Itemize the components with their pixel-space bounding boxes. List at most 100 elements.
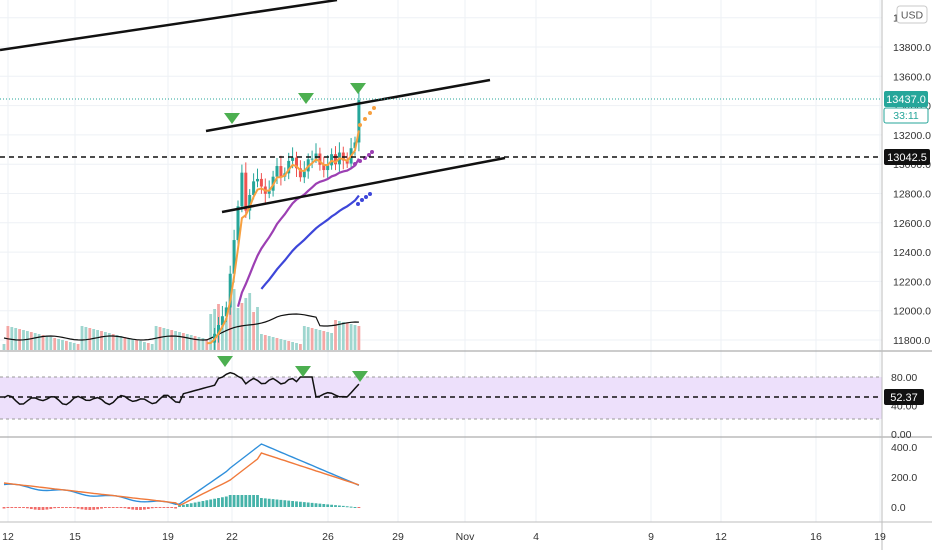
volume-bar [119,336,123,350]
time-tick-label: 19 [874,531,886,543]
price-tick-label: 12000.0 [893,306,931,318]
macd-histogram [2,495,361,510]
projection-dot [356,202,360,206]
candle-body [322,164,326,171]
time-tick-label: 26 [322,531,334,543]
trendline-top[interactable] [0,0,338,52]
volume-bar [236,308,240,350]
peak-markers [217,83,368,382]
volume-bar [330,333,333,350]
macd-hist-bar [310,502,314,507]
projection-dot [370,150,374,154]
macd-hist-bar [353,507,357,508]
macd-hist-bar [349,506,353,508]
macd-axis[interactable]: 400.0 200.0 0.0 [891,442,917,514]
volume-bar [139,341,142,350]
macd-hist-bar [37,507,41,510]
candle-body [240,172,244,207]
volume-ma-line [3,313,359,341]
macd-hist-bar [107,507,111,508]
macd-hist-bar [166,507,170,508]
projection-dot [368,192,372,196]
volume-bar [92,329,96,350]
macd-hist-bar [80,507,84,510]
time-tick-label: 12 [715,531,727,543]
currency-button[interactable]: USD [896,5,928,24]
volume-bar [205,339,209,350]
rsi-band [0,377,882,419]
volume-bar [131,339,135,350]
candle-body [252,181,256,195]
macd-hist-bar [240,495,244,507]
time-tick-label: 4 [533,531,539,543]
price-tick-label: 12600.0 [893,218,931,230]
price-tick-label: 12200.0 [893,276,931,288]
volume-bar [57,339,60,350]
macd-hist-bar [49,507,53,509]
macd-hist-bar [45,507,49,510]
projection-dots [353,106,376,206]
macd-hist-bar [338,505,341,507]
volume-bar [295,343,298,350]
volume-bar [193,336,197,350]
macd-hist-bar [263,498,267,507]
macd-hist-bar [18,507,21,508]
volume-bar [256,307,259,350]
macd-hist-bar [314,503,318,507]
peak-marker-icon [224,113,240,124]
macd-hist-bar [236,495,240,507]
channel-lower-line[interactable] [221,156,506,214]
price-tick-label: 12400.0 [893,247,931,259]
projection-dot [358,123,362,127]
volume-bar [115,335,119,350]
volume-bar [174,331,177,350]
macd-hist-bar [29,507,33,510]
volume-bar [72,343,76,350]
candle-body [267,190,271,194]
level-label: 13042.5 [887,152,927,164]
candle-body [318,153,322,165]
macd-hist-bar [22,507,25,508]
macd-hist-bar [260,498,263,507]
macd-hist-bar [197,501,201,507]
rsi-value-label: 52.37 [890,392,918,404]
macd-hist-bar [283,500,287,507]
volume-bars [2,289,361,350]
time-axis[interactable]: 12 15 19 22 26 29 Nov 4 9 12 16 19 [2,531,886,543]
macd-hist-bar [213,498,216,507]
candle-body [345,160,349,164]
candle-body [279,166,283,177]
rsi-tick-label: 0.00 [891,429,912,441]
time-tick-label: 15 [69,531,81,543]
macd-hist-bar [205,500,209,507]
macd-hist-bar [123,507,127,509]
volume-bar [267,336,271,350]
macd-hist-bar [185,504,189,507]
volume-bar [345,323,349,350]
volume-bar [10,327,14,350]
macd-hist-bar [326,504,330,507]
macd-hist-bar [252,495,255,507]
macd-hist-bar [209,499,213,507]
volume-bar [68,342,72,350]
rsi-value-badge: 52.37 [884,389,924,405]
volume-bar [41,335,45,350]
candle-body [220,316,224,326]
last-price-label: 13437.0 [886,94,926,106]
volume-bar [244,298,248,350]
volume-bar [252,312,255,350]
peak-marker-icon [352,371,368,382]
macd-tick-label: 400.0 [891,442,917,454]
macd-hist-bar [345,506,349,508]
volume-bar [6,326,10,350]
peak-marker-icon [298,93,314,104]
volume-bar [334,320,337,350]
price-tick-label: 13800.0 [893,42,931,54]
macd-hist-bar [68,507,72,508]
channel-upper-line[interactable] [205,78,491,133]
volume-bar [104,332,107,350]
macd-hist-bar [193,502,197,507]
